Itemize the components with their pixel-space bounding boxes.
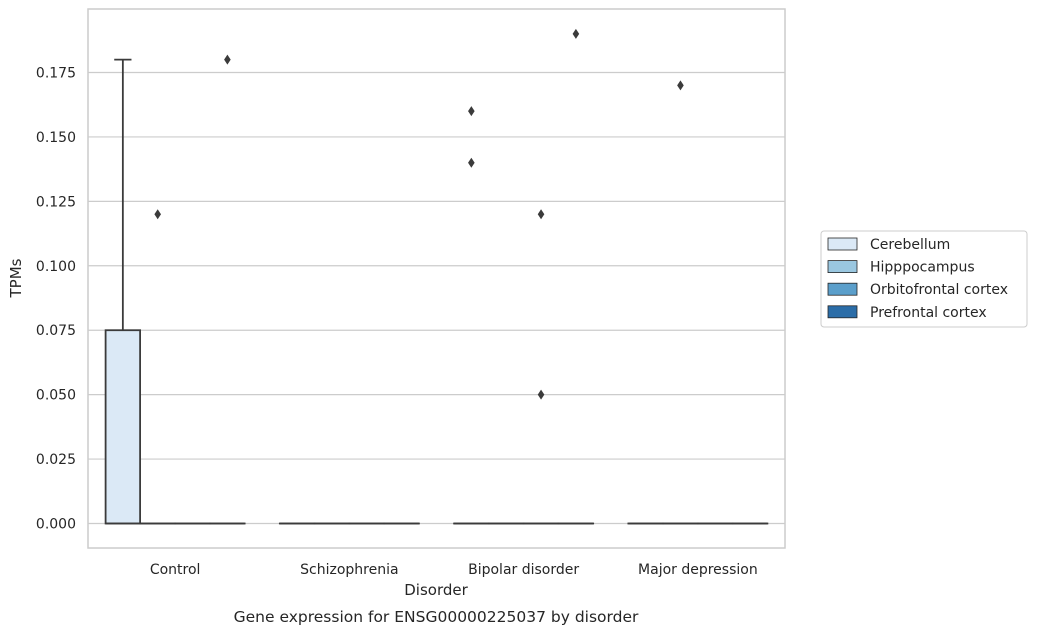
boxes — [104, 58, 769, 525]
outlier-point — [572, 28, 580, 39]
box-body — [104, 329, 142, 525]
outliers — [154, 28, 684, 400]
y-axis-label: TPMs — [7, 258, 25, 298]
y-tick-label: 0.175 — [36, 66, 76, 82]
plot-frame — [87, 8, 786, 549]
x-tick-labels: Control Schizophrenia Bipolar disorder Majo… — [150, 562, 758, 578]
outlier-point — [468, 106, 475, 117]
outlier-point — [154, 209, 161, 220]
x-tick-label: Bipolar disorder — [468, 562, 579, 578]
y-tick-label: 0.075 — [36, 323, 76, 339]
legend-label: Cerebellum — [870, 237, 950, 253]
box-cerebellum — [104, 58, 142, 525]
x-axis-label: Disorder — [404, 581, 468, 599]
legend-label: Hipppocampus — [870, 260, 975, 276]
outlier-point — [468, 157, 475, 168]
outlier-point — [537, 209, 545, 220]
outlier-point — [537, 389, 545, 400]
gridlines — [88, 71, 785, 525]
x-tick-label: Major depression — [638, 562, 758, 578]
chart-caption: Gene expression for ENSG00000225037 by d… — [234, 608, 639, 626]
outlier-point — [224, 54, 231, 65]
y-tick-label: 0.100 — [36, 259, 76, 275]
x-tick-label: Schizophrenia — [300, 562, 398, 578]
legend-label: Prefrontal cortex — [870, 305, 987, 321]
legend-swatch — [827, 305, 858, 319]
y-tick-labels: 0.000 0.025 0.050 0.075 0.100 0.125 0.150 0.175 — [36, 66, 76, 533]
legend-label: Orbitofrontal cortex — [870, 282, 1008, 298]
y-tick-label: 0.050 — [36, 388, 76, 404]
y-tick-label: 0.150 — [36, 130, 76, 146]
legend-swatch — [827, 282, 858, 296]
outlier-point — [677, 80, 684, 91]
legend-swatch — [827, 237, 858, 251]
legend-frame — [820, 230, 1028, 328]
x-tick-label: Control — [150, 562, 201, 578]
legend: Cerebellum Hipppocampus Orbitofrontal cort… — [820, 230, 1028, 328]
y-tick-label: 0.025 — [36, 452, 76, 468]
legend-swatch — [827, 260, 858, 274]
y-tick-label: 0.000 — [36, 517, 76, 533]
y-tick-label: 0.125 — [36, 194, 76, 210]
